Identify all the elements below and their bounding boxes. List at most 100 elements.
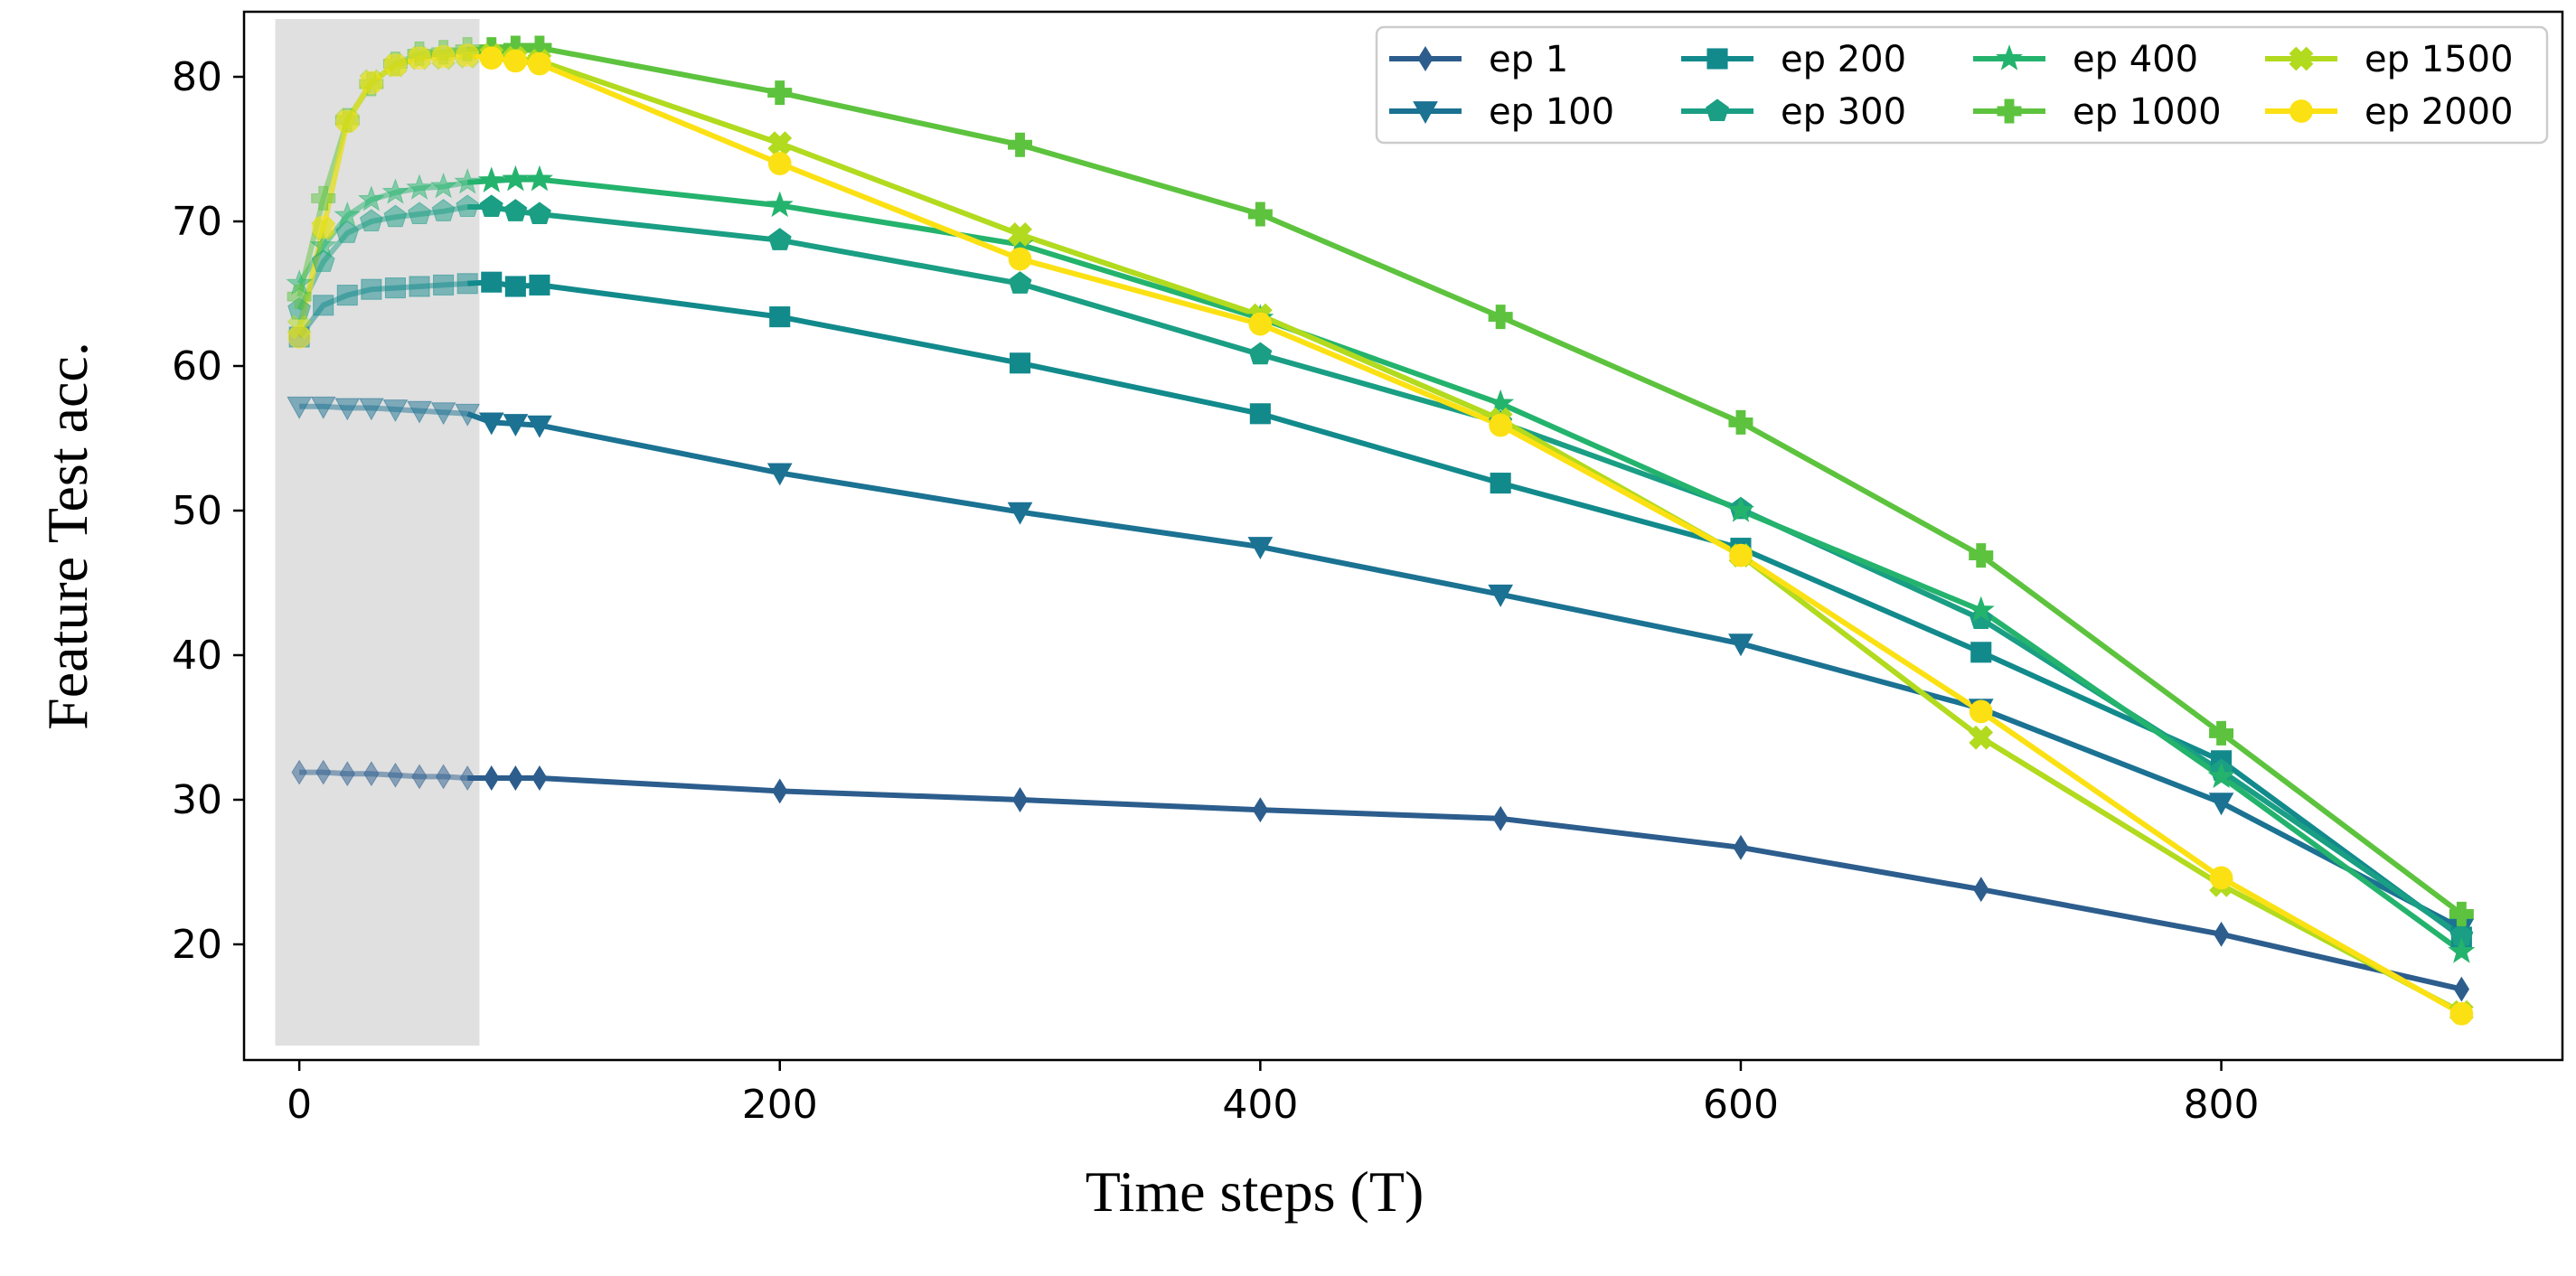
data-point-ep-2000 bbox=[1008, 247, 1032, 271]
data-point-ep-400 bbox=[406, 174, 434, 200]
legend-label: ep 1500 bbox=[2364, 39, 2514, 80]
data-point-ep-200 bbox=[481, 271, 503, 293]
data-point-ep-1 bbox=[2213, 921, 2230, 947]
data-point-ep-1 bbox=[339, 761, 355, 787]
plot-frame bbox=[242, 10, 2564, 1062]
data-point-ep-200 bbox=[336, 285, 358, 306]
legend-marker bbox=[2289, 99, 2313, 123]
data-point-ep-200 bbox=[361, 278, 382, 300]
data-point-ep-1 bbox=[484, 765, 500, 791]
data-point-ep-300 bbox=[359, 209, 383, 232]
data-point-ep-300 bbox=[1248, 342, 1273, 365]
data-point-ep-1 bbox=[411, 764, 428, 790]
data-point-ep-200 bbox=[1490, 473, 1511, 494]
series-lines-layer bbox=[296, 45, 2464, 1017]
data-point-ep-200 bbox=[769, 306, 791, 328]
data-point-ep-200 bbox=[384, 277, 407, 299]
data-point-ep-1 bbox=[1733, 834, 1749, 860]
data-point-ep-1500 bbox=[1969, 725, 1994, 750]
data-point-ep-300 bbox=[503, 199, 528, 221]
data-point-ep-100 bbox=[310, 396, 336, 419]
data-point-ep-1000 bbox=[1247, 202, 1273, 227]
x-tick-label: 400 bbox=[1222, 1082, 1298, 1128]
series-line-ep-1 bbox=[467, 775, 2463, 992]
y-tick-label: 30 bbox=[172, 777, 222, 823]
data-point-ep-100 bbox=[503, 414, 529, 437]
x-tick-label: 0 bbox=[287, 1082, 312, 1128]
data-point-ep-200 bbox=[1009, 352, 1031, 374]
highlight-region bbox=[275, 19, 480, 1046]
data-point-ep-400 bbox=[454, 168, 482, 194]
data-point-ep-100 bbox=[1007, 502, 1033, 525]
data-point-ep-2000 bbox=[431, 44, 456, 69]
data-point-ep-2000 bbox=[335, 109, 360, 134]
data-point-ep-400 bbox=[334, 201, 362, 228]
data-point-ep-100 bbox=[334, 398, 361, 421]
data-point-ep-300 bbox=[431, 199, 456, 221]
data-point-ep-1 bbox=[435, 764, 452, 790]
data-point-ep-2000 bbox=[360, 70, 383, 95]
data-point-ep-400 bbox=[2448, 937, 2476, 963]
data-point-ep-200 bbox=[529, 274, 550, 296]
data-point-ep-100 bbox=[287, 396, 312, 419]
data-point-ep-2000 bbox=[287, 325, 311, 349]
y-axis-label: Feature Test acc. bbox=[35, 342, 99, 730]
data-point-ep-1 bbox=[387, 762, 404, 788]
data-point-ep-100 bbox=[407, 400, 432, 424]
legend-label: ep 1 bbox=[1489, 39, 1568, 80]
legend-marker bbox=[1417, 46, 1434, 71]
data-point-ep-300 bbox=[1008, 271, 1032, 294]
data-point-ep-1000 bbox=[2209, 720, 2234, 746]
series-line-ep-1500 bbox=[467, 52, 2463, 1015]
legend-item-ep-300: ep 300 bbox=[1681, 91, 1906, 133]
data-point-ep-100 bbox=[359, 398, 384, 421]
data-point-ep-400 bbox=[766, 191, 794, 218]
legend-label: ep 200 bbox=[1781, 39, 1906, 80]
data-point-ep-1000 bbox=[1969, 543, 1994, 568]
y-tick-label: 60 bbox=[172, 343, 222, 389]
data-point-ep-2000 bbox=[1489, 413, 1513, 437]
data-point-ep-1 bbox=[291, 759, 307, 785]
data-point-ep-2000 bbox=[2209, 866, 2233, 890]
legend-marker bbox=[1706, 99, 1729, 122]
data-point-ep-2000 bbox=[2449, 1001, 2474, 1026]
data-point-ep-400 bbox=[477, 166, 505, 192]
data-point-ep-300 bbox=[335, 220, 360, 243]
highlight-region-layer bbox=[275, 19, 480, 1046]
legend-marker bbox=[1995, 44, 2024, 70]
data-point-ep-100 bbox=[1247, 537, 1274, 560]
data-point-ep-1000 bbox=[2449, 901, 2474, 926]
y-tick-label: 40 bbox=[172, 633, 222, 679]
legend-item-ep-400: ep 400 bbox=[1973, 39, 2198, 80]
legend-label: ep 2000 bbox=[2364, 91, 2514, 133]
legend-item-ep-100: ep 100 bbox=[1389, 91, 1614, 133]
data-point-ep-300 bbox=[767, 228, 792, 250]
data-point-ep-100 bbox=[430, 402, 456, 426]
series-line-ep-2000 bbox=[466, 52, 2463, 1017]
x-tick-label: 200 bbox=[742, 1082, 818, 1128]
data-point-ep-200 bbox=[313, 295, 334, 316]
data-point-ep-100 bbox=[455, 403, 481, 427]
legend-label: ep 100 bbox=[1489, 91, 1614, 133]
data-point-ep-2000 bbox=[456, 43, 480, 67]
data-point-ep-1000 bbox=[1008, 132, 1033, 157]
data-point-ep-300 bbox=[479, 194, 503, 218]
data-point-ep-100 bbox=[478, 412, 504, 436]
x-axis-label: Time steps (T) bbox=[1086, 1159, 1424, 1224]
data-point-ep-2000 bbox=[528, 52, 551, 76]
legend-item-ep-1000: ep 1000 bbox=[1973, 91, 2222, 133]
data-point-ep-400 bbox=[381, 178, 409, 204]
data-point-ep-400 bbox=[1967, 596, 1995, 623]
data-point-ep-400 bbox=[429, 172, 457, 199]
data-point-ep-2000 bbox=[1729, 543, 1753, 568]
legend-label: ep 300 bbox=[1781, 91, 1906, 133]
data-point-ep-100 bbox=[1488, 584, 1514, 607]
data-point-ep-400 bbox=[2207, 762, 2235, 789]
data-point-ep-100 bbox=[527, 415, 552, 438]
data-point-ep-2000 bbox=[1969, 699, 1993, 724]
data-point-ep-2000 bbox=[479, 46, 503, 70]
data-point-ep-400 bbox=[1726, 496, 1754, 522]
legend-item-ep-2000: ep 2000 bbox=[2265, 91, 2514, 133]
data-point-ep-1 bbox=[1492, 805, 1509, 831]
data-point-ep-1500 bbox=[1008, 222, 1032, 247]
